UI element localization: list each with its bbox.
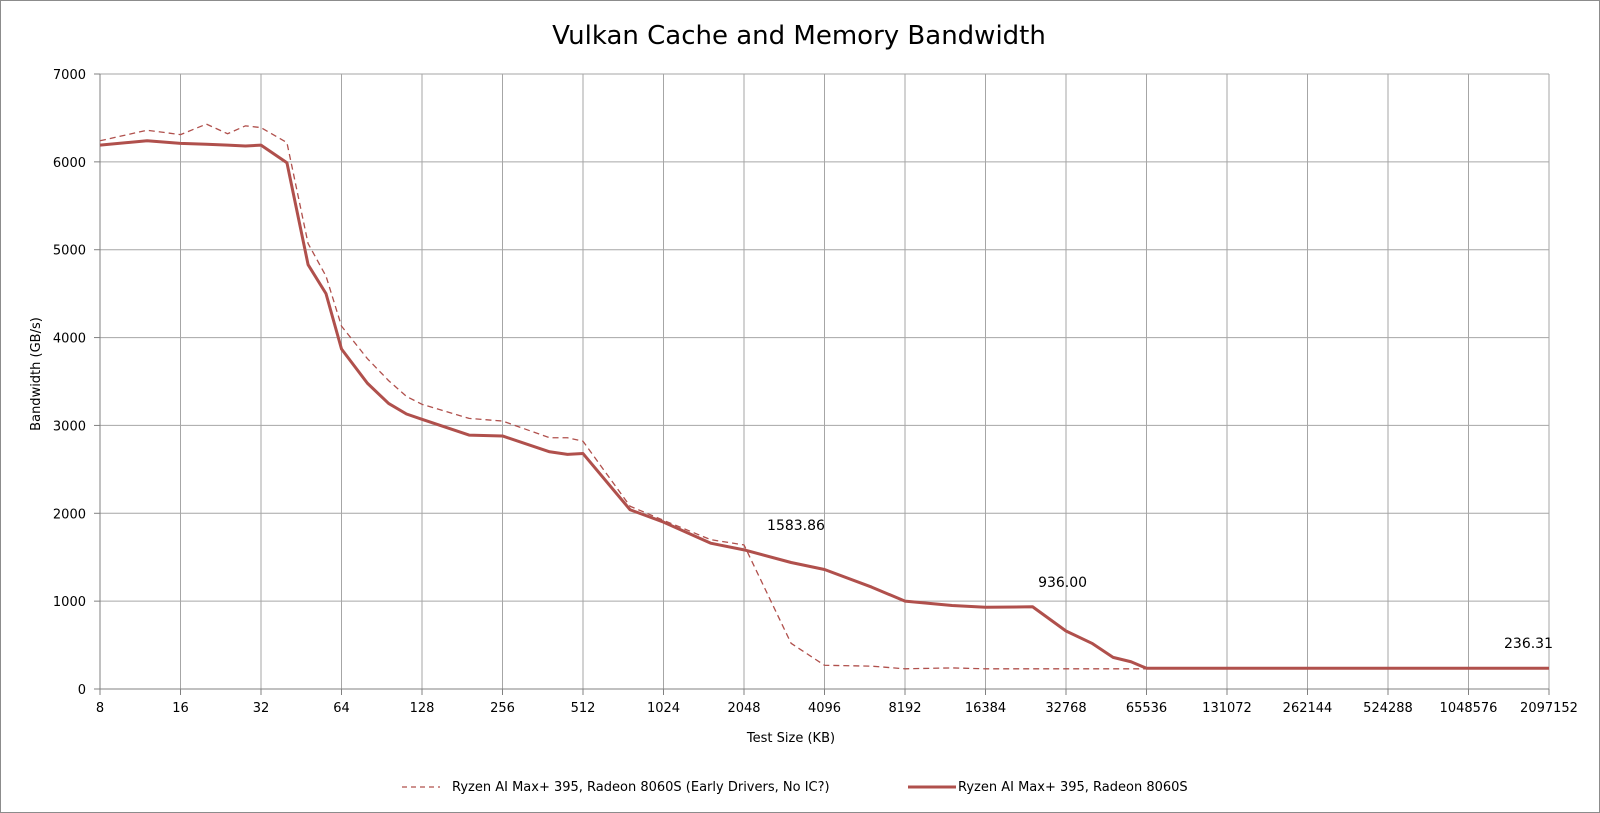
x-tick-label: 32 — [253, 701, 270, 716]
x-tick-label: 64 — [333, 701, 350, 716]
x-tick-label: 65536 — [1126, 701, 1167, 716]
legend-label-radeon-8060s: Ryzen AI Max+ 395, Radeon 8060S — [958, 780, 1188, 795]
series-line-early-drivers — [99, 123, 1549, 670]
x-tick-label: 131072 — [1202, 701, 1252, 716]
legend: Ryzen AI Max+ 395, Radeon 8060S (Early D… — [402, 780, 1188, 795]
y-tick-label: 1000 — [53, 595, 86, 610]
y-tick-label: 4000 — [53, 332, 86, 347]
x-tick-label: 16 — [172, 701, 189, 716]
y-axis-title: Bandwidth (GB/s) — [29, 317, 44, 431]
y-tick-label: 0 — [78, 683, 86, 698]
x-axis-ticks: 8 16 32 64 128 256 512 1024 2048 4096 8192 16384 327… — [96, 689, 1578, 716]
legend-label-early-drivers: Ryzen AI Max+ 395, Radeon 8060S (Early D… — [452, 780, 830, 795]
x-tick-label: 262144 — [1283, 701, 1333, 716]
series-lines — [99, 123, 1549, 670]
y-axis-ticks: 0 1000 2000 3000 4000 5000 6000 7000 — [53, 68, 100, 698]
x-tick-label: 2097152 — [1520, 701, 1578, 716]
x-tick-label: 16384 — [965, 701, 1006, 716]
y-tick-label: 5000 — [53, 244, 86, 259]
x-tick-label: 512 — [571, 701, 596, 716]
gridlines — [99, 73, 1550, 690]
data-label: 236.31 — [1504, 636, 1553, 652]
y-tick-label: 3000 — [53, 419, 86, 434]
x-tick-label: 8192 — [888, 701, 921, 716]
x-axis-title: Test Size (KB) — [746, 731, 835, 746]
x-tick-label: 1024 — [647, 701, 680, 716]
x-tick-label: 256 — [490, 701, 515, 716]
data-label: 1583.86 — [767, 518, 825, 534]
x-tick-label: 524288 — [1363, 701, 1413, 716]
data-label: 936.00 — [1038, 575, 1087, 591]
y-tick-label: 6000 — [53, 156, 86, 171]
x-tick-label: 1048576 — [1440, 701, 1498, 716]
x-tick-label: 2048 — [727, 701, 760, 716]
x-tick-label: 128 — [410, 701, 435, 716]
y-tick-label: 7000 — [53, 68, 86, 83]
chart-title: Vulkan Cache and Memory Bandwidth — [552, 21, 1046, 51]
series-line-radeon-8060s — [99, 139, 1549, 670]
x-tick-label: 32768 — [1045, 701, 1086, 716]
data-labels: 1583.86 936.00 236.31 — [767, 518, 1553, 652]
x-tick-label: 8 — [96, 701, 104, 716]
x-tick-label: 4096 — [808, 701, 841, 716]
y-tick-label: 2000 — [53, 507, 86, 522]
